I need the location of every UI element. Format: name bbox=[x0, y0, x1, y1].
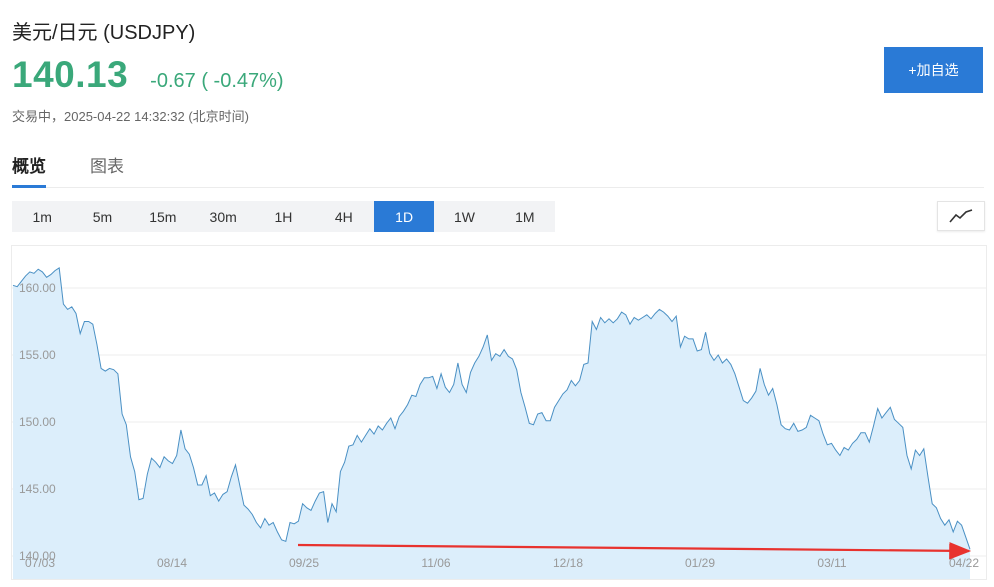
period-1w-button[interactable]: 1W bbox=[453, 208, 475, 225]
trading-status: 交易中，2025-04-22 14:32:32 (北京时间) bbox=[12, 109, 249, 124]
x-tick-label: 04/22 bbox=[949, 556, 979, 570]
x-tick-label: 07/03 bbox=[25, 556, 55, 570]
x-tick-label: 12/18 bbox=[553, 556, 583, 570]
line-chart-icon bbox=[949, 209, 973, 223]
instrument-title: 美元/日元 (USDJPY) bbox=[12, 22, 196, 44]
period-5m-button[interactable]: 5m bbox=[92, 208, 113, 225]
y-tick-label: 155.00 bbox=[19, 348, 56, 362]
period-1m-button[interactable]: 1m bbox=[32, 208, 52, 225]
area-fill bbox=[13, 267, 970, 579]
period-1h-button[interactable]: 1H bbox=[274, 208, 293, 225]
y-tick-label: 150.00 bbox=[19, 415, 56, 429]
x-tick-label: 03/11 bbox=[817, 556, 846, 570]
trend-arrow bbox=[297, 542, 972, 560]
period-1mo-button[interactable]: 1M bbox=[515, 208, 535, 225]
y-tick-label: 140.00 bbox=[19, 549, 56, 563]
tab-chart[interactable]: 图表 bbox=[90, 157, 124, 176]
period-selector: 1m 5m 15m 30m 1H 4H 1D 1W 1M bbox=[12, 201, 555, 232]
y-tick-label: 160.00 bbox=[19, 281, 56, 295]
period-1d-button[interactable]: 1D bbox=[373, 201, 435, 232]
x-tick-label: 08/14 bbox=[157, 556, 187, 570]
period-4h-button[interactable]: 4H bbox=[334, 208, 353, 225]
price-change: -0.67 ( -0.47%) bbox=[150, 70, 284, 92]
period-30m-button[interactable]: 30m bbox=[209, 208, 237, 225]
price-row: 140.13 -0.67 ( -0.47%) bbox=[12, 54, 284, 96]
x-tick-label: 01/29 bbox=[685, 556, 715, 570]
last-price: 140.13 bbox=[12, 54, 129, 95]
price-line bbox=[12, 267, 971, 550]
x-tick-label: 11/06 bbox=[421, 556, 450, 570]
chart-type-button[interactable] bbox=[937, 201, 985, 231]
price-chart[interactable]: 160.00 155.00 150.00 145.00 140.00 07/03 08/14… bbox=[11, 245, 987, 580]
y-tick-label: 145.00 bbox=[19, 482, 56, 496]
add-to-watchlist-button[interactable]: +加自选 bbox=[884, 47, 983, 93]
x-tick-label: 09/25 bbox=[289, 556, 319, 570]
tab-overview[interactable]: 概览 bbox=[12, 152, 46, 188]
tab-bar: 概览 图表 bbox=[12, 152, 984, 188]
period-15m-button[interactable]: 15m bbox=[149, 208, 177, 225]
